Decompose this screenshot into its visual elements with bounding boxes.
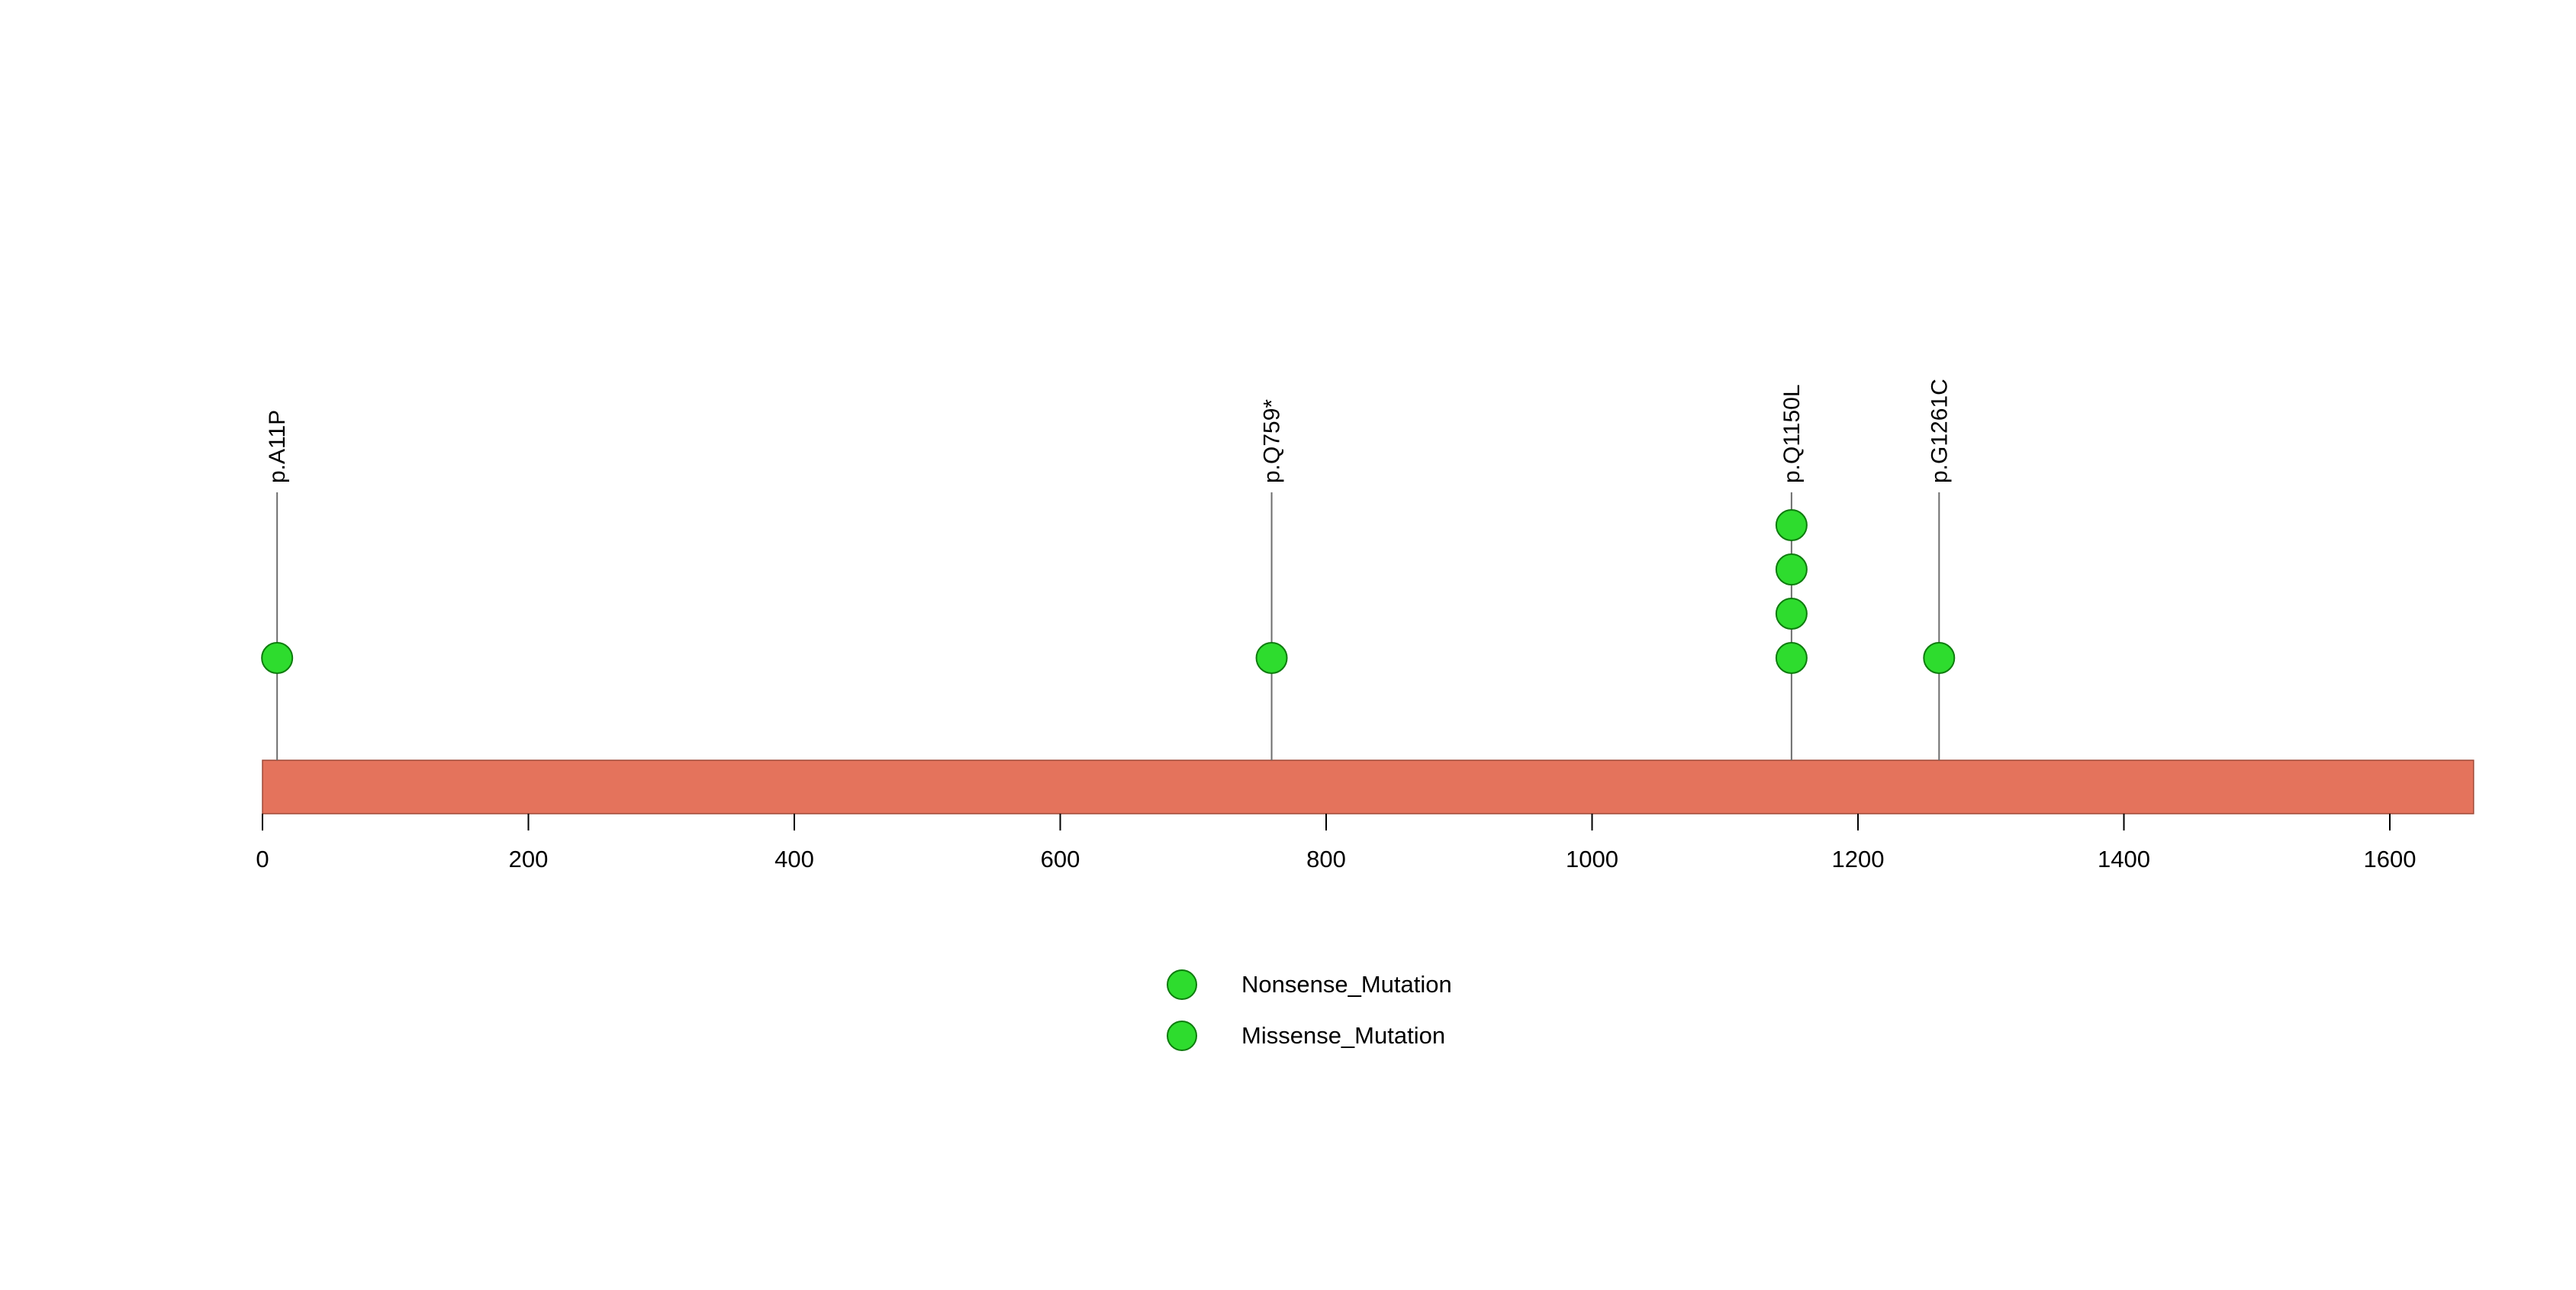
axis-tick-label: 1400	[2098, 846, 2150, 872]
axis-tick-label: 1000	[1566, 846, 1618, 872]
mutation-label: p.G1261C	[1927, 379, 1952, 483]
mutation-point	[1255, 642, 1288, 674]
axis-tick-label: 0	[256, 846, 269, 872]
mutation-label: p.A11P	[265, 410, 290, 483]
legend-label: Missense_Mutation	[1241, 1022, 1446, 1049]
axis-tick-label: 400	[774, 846, 814, 872]
axis-tick-label: 800	[1306, 846, 1346, 872]
mutation-point	[1923, 642, 1956, 674]
axis-tick-label: 600	[1041, 846, 1080, 872]
axis-tick-label: 1600	[2364, 846, 2417, 872]
mutation-point	[1775, 553, 1808, 585]
legend-item: Nonsense_Mutation	[1167, 969, 1452, 1000]
legend: Nonsense_Mutation Missense_Mutation	[1167, 969, 1452, 1051]
legend-item: Missense_Mutation	[1167, 1021, 1452, 1051]
axis-tick-label: 200	[509, 846, 549, 872]
mutation-point	[1775, 598, 1808, 630]
legend-point-icon	[1167, 1021, 1197, 1051]
mutation-point	[1775, 509, 1808, 541]
legend-label: Nonsense_Mutation	[1241, 971, 1452, 998]
mutation-label: p.Q1150L	[1779, 384, 1805, 483]
mutation-point	[261, 642, 294, 674]
legend-point-icon	[1167, 969, 1197, 1000]
axis-tick-label: 1200	[1832, 846, 1885, 872]
mutation-label: p.Q759*	[1260, 399, 1285, 483]
protein-bar	[262, 759, 2475, 814]
mutation-point	[1775, 642, 1808, 674]
